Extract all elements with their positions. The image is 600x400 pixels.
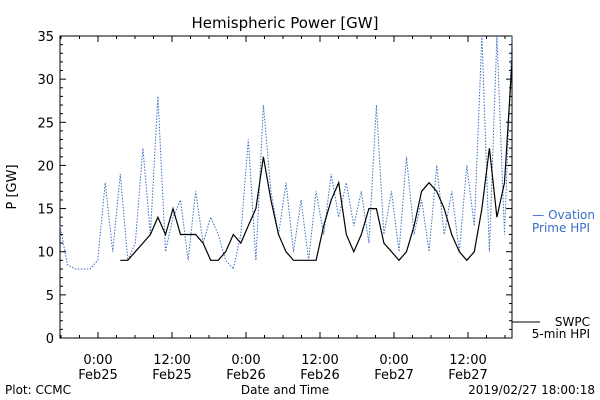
series-ovation-prime-line (59, 35, 513, 271)
series-swpc-line (120, 61, 513, 262)
x-tick-label-date: Feb26 (226, 368, 266, 383)
chart-title: Hemispheric Power [GW] (192, 14, 379, 32)
x-tick-label-date: Feb25 (152, 368, 192, 383)
y-tick-label: 25 (37, 116, 54, 131)
y-tick-label: 0 (46, 332, 54, 347)
y-tick-label: 15 (37, 203, 54, 218)
x-tick-label-date: Feb27 (374, 368, 414, 383)
legend-swpc-line1: SWPC (555, 315, 590, 329)
x-tick-label-date: Feb26 (300, 368, 340, 383)
y-tick-label: 5 (46, 289, 54, 304)
legend-ovation-line1: — Ovation (532, 208, 595, 222)
y-tick-label: 20 (37, 159, 54, 174)
x-axis-label: Date and Time (241, 383, 329, 397)
y-axis: 0 5 10 15 20 25 30 35 (37, 30, 512, 347)
y-tick-label: 30 (37, 73, 54, 88)
x-tick-label-time: 0:00 (83, 353, 112, 368)
legend-ovation-line2: Prime HPI (532, 221, 590, 235)
footer-left: Plot: CCMC (5, 383, 71, 397)
plot-area (59, 35, 513, 339)
x-tick-label-time: 12:00 (153, 353, 190, 368)
x-tick-label-time: 12:00 (301, 353, 338, 368)
x-tick-label-date: Feb25 (78, 368, 118, 383)
footer-right: 2019/02/27 18:00:18 (468, 383, 595, 397)
y-tick-label: 35 (37, 30, 54, 45)
x-tick-label-time: 12:00 (449, 353, 486, 368)
legend: — Ovation Prime HPI SWPC 5-min HPI (512, 208, 595, 341)
y-axis-label: P [GW] (5, 164, 20, 209)
legend-swpc-line2: 5-min HPI (532, 327, 590, 341)
x-axis: 0:00Feb2512:00Feb250:00Feb2612:00Feb260:… (60, 36, 506, 383)
x-tick-label-date: Feb27 (448, 368, 488, 383)
x-tick-label-time: 0:00 (231, 353, 260, 368)
y-tick-label: 10 (37, 246, 54, 261)
series-layer (59, 35, 513, 271)
x-tick-label-time: 0:00 (379, 353, 408, 368)
